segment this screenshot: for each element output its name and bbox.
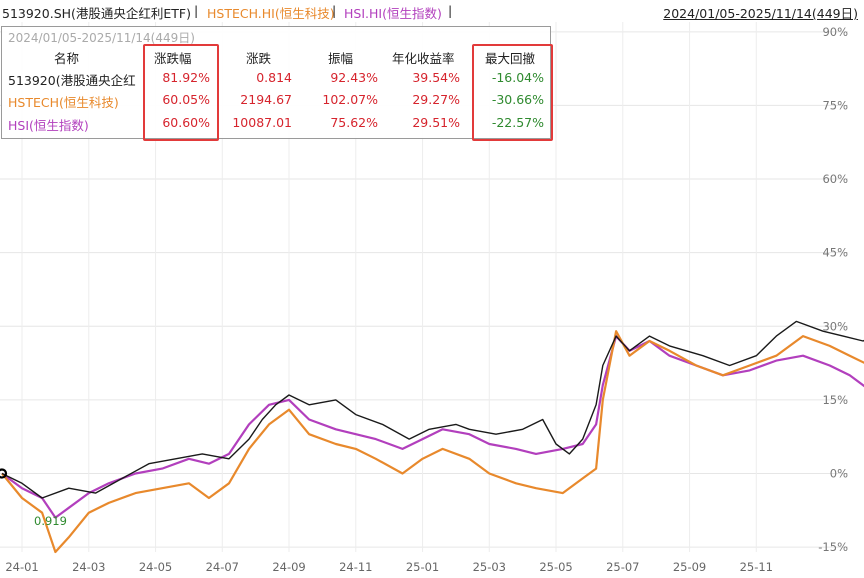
series-lines bbox=[1, 320, 864, 554]
info-row-hsi: HSI(恒生指数) 60.60% 10087.01 75.62% 29.51% … bbox=[2, 115, 550, 135]
row-name: 513920(港股通央企红 bbox=[8, 73, 136, 88]
col-header-change-pct: 涨跌幅 bbox=[154, 51, 192, 66]
x-tick-label: 25-11 bbox=[740, 560, 773, 574]
row-max-drawdown: -22.57% bbox=[491, 115, 544, 130]
x-tick-label: 25-05 bbox=[539, 560, 572, 574]
x-tick-label: 24-03 bbox=[72, 560, 105, 574]
highlight-change-pct bbox=[143, 44, 219, 141]
row-amplitude: 102.07% bbox=[322, 92, 378, 107]
info-date-range: 2024/01/05-2025/11/14(449日) bbox=[8, 31, 195, 45]
annotations: 0.9191.822 bbox=[0, 468, 67, 528]
start-marker bbox=[0, 468, 8, 479]
y-tick-label: 0% bbox=[830, 466, 848, 480]
col-header-amplitude: 振幅 bbox=[328, 51, 354, 66]
y-tick-label: 75% bbox=[822, 98, 848, 112]
y-tick-label: -15% bbox=[818, 540, 848, 554]
x-tick-label: 24-09 bbox=[272, 560, 305, 574]
x-tick-label: 24-05 bbox=[139, 560, 172, 574]
series-line-0 bbox=[1, 320, 864, 499]
legend-series-hstech[interactable]: HSTECH.HI(恒生科技) bbox=[207, 6, 335, 21]
x-tick-label: 25-09 bbox=[673, 560, 706, 574]
col-header-name: 名称 bbox=[54, 51, 80, 66]
legend-separator: | bbox=[332, 3, 337, 18]
legend-separator: | bbox=[448, 3, 453, 18]
y-tick-label: 45% bbox=[822, 246, 848, 260]
info-row-hstech: HSTECH(恒生科技) 60.05% 2194.67 102.07% 29.2… bbox=[2, 92, 550, 112]
x-tick-label: 25-01 bbox=[406, 560, 439, 574]
col-header-max-drawdown: 最大回撤 bbox=[485, 51, 536, 66]
row-max-drawdown: -16.04% bbox=[491, 70, 544, 85]
row-name: HSTECH(恒生科技) bbox=[8, 95, 119, 110]
row-change: 2194.67 bbox=[240, 92, 292, 107]
row-change-pct: 60.60% bbox=[162, 115, 210, 130]
x-tick-label: 24-01 bbox=[5, 560, 38, 574]
x-tick-label: 24-07 bbox=[206, 560, 239, 574]
legend-series-hsi[interactable]: HSI.HI(恒生指数) bbox=[344, 6, 442, 21]
row-change-pct: 81.92% bbox=[162, 70, 210, 85]
info-header-row: 名称 涨跌幅 涨跌 振幅 年化收益率 最大回撤 bbox=[2, 48, 550, 66]
row-annualized: 39.54% bbox=[412, 70, 460, 85]
x-tick-label: 25-03 bbox=[473, 560, 506, 574]
date-range-selector[interactable]: 2024/01/05-2025/11/14(449日) bbox=[663, 6, 858, 21]
chart-header: 513920.SH(港股通央企红利ETF) | HSTECH.HI(恒生科技) … bbox=[0, 0, 864, 22]
x-axis: 24-01 24-03 24-05 24-07 24-09 24-11 25-01 25-03… bbox=[5, 560, 773, 574]
highlight-max-drawdown bbox=[472, 44, 553, 141]
row-max-drawdown: -30.66% bbox=[491, 92, 544, 107]
row-amplitude: 75.62% bbox=[330, 115, 378, 130]
legend-series-etf[interactable]: 513920.SH(港股通央企红利ETF) bbox=[2, 6, 192, 21]
row-change: 10087.01 bbox=[232, 115, 292, 130]
y-tick-label: 90% bbox=[822, 25, 848, 39]
series-line-2 bbox=[1, 335, 864, 519]
info-row-etf: 513920(港股通央企红 81.92% 0.814 92.43% 39.54%… bbox=[2, 70, 550, 90]
y-tick-label: 60% bbox=[822, 172, 848, 186]
y-tick-label: 15% bbox=[822, 393, 848, 407]
y-axis: 90% 75% 60% 45% 30% 15% 0% -15% bbox=[818, 25, 848, 554]
row-change-pct: 60.05% bbox=[162, 92, 210, 107]
col-header-change: 涨跌 bbox=[246, 51, 272, 66]
x-tick-label: 25-07 bbox=[606, 560, 639, 574]
col-header-annualized: 年化收益率 bbox=[392, 51, 455, 66]
row-change: 0.814 bbox=[256, 70, 292, 85]
series-line-1 bbox=[1, 330, 864, 554]
annotation-label: 0.919 bbox=[34, 514, 67, 528]
x-tick-label: 24-11 bbox=[339, 560, 372, 574]
y-tick-label: 30% bbox=[822, 319, 848, 333]
row-annualized: 29.51% bbox=[412, 115, 460, 130]
row-annualized: 29.27% bbox=[412, 92, 460, 107]
row-amplitude: 92.43% bbox=[330, 70, 378, 85]
stats-info-box: 2024/01/05-2025/11/14(449日) 名称 涨跌幅 涨跌 振幅… bbox=[1, 26, 553, 141]
row-name: HSI(恒生指数) bbox=[8, 118, 89, 133]
legend-separator: | bbox=[194, 3, 199, 18]
